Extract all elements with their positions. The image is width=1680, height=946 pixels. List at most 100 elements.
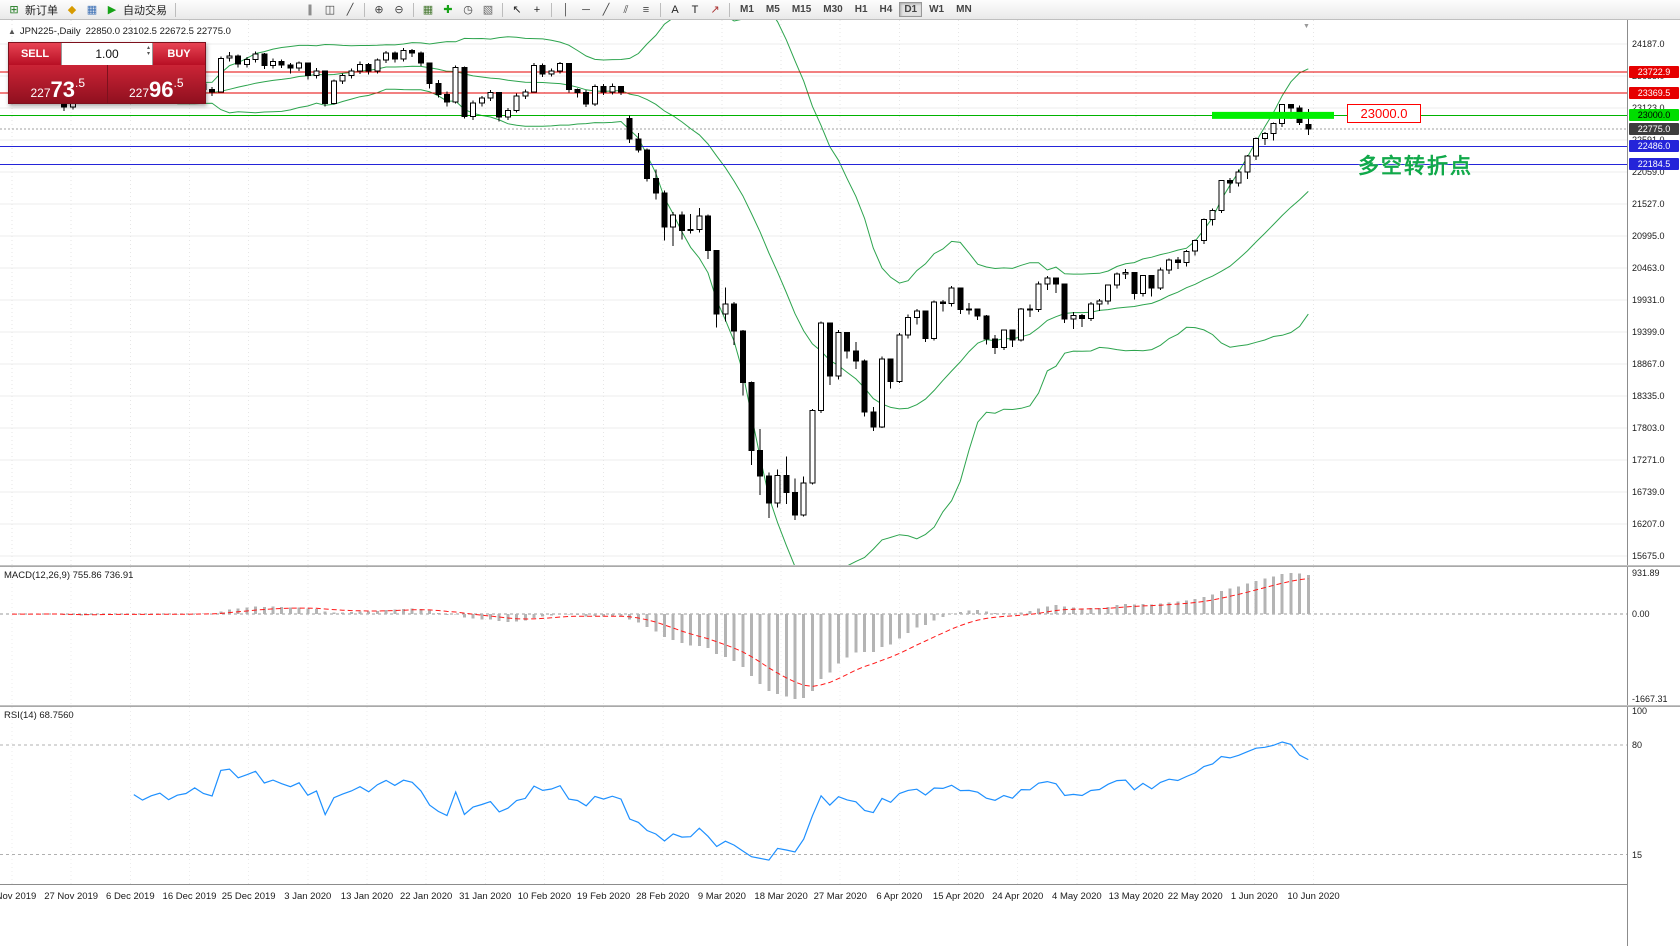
- bar-chart-icon[interactable]: ∥: [307, 3, 313, 16]
- panel-divider[interactable]: [0, 565, 1680, 567]
- panel-divider[interactable]: [0, 705, 1680, 707]
- price-tick-label: 23123.0: [1632, 102, 1665, 113]
- rsi-label: RSI(14) 68.7560: [4, 710, 74, 721]
- price-tick-label: 17271.0: [1632, 454, 1665, 465]
- vertical-line-icon[interactable]: │: [562, 3, 570, 16]
- cursor-icon[interactable]: ↖: [512, 3, 522, 16]
- sell-price[interactable]: 227 73.5: [9, 65, 108, 103]
- sell-button[interactable]: SELL: [9, 43, 61, 65]
- text-label-icon[interactable]: T: [691, 3, 699, 16]
- arrows-icon[interactable]: ↗: [710, 3, 720, 16]
- horizontal-level-lines: [0, 71, 1627, 165]
- date-tick-label: 4 May 2020: [1052, 891, 1102, 902]
- indicators-icon[interactable]: ✚: [443, 3, 453, 16]
- trendline-icon[interactable]: ╱: [602, 3, 610, 16]
- horizontal-line-icon[interactable]: ─: [582, 3, 590, 16]
- timeframe-h1-button[interactable]: H1: [854, 4, 868, 15]
- timeframe-m15-button[interactable]: M15: [791, 4, 812, 15]
- bollinger-bands: [177, 20, 1309, 565]
- timeframe-h4-button[interactable]: H4: [879, 4, 893, 15]
- date-tick-label: 8 Nov 2019: [0, 891, 37, 902]
- chart-shift-marker[interactable]: ▼: [1303, 23, 1310, 30]
- date-tick-label: 10 Feb 2020: [517, 891, 572, 902]
- price-badge: 22486.0: [1629, 140, 1679, 153]
- symbol-period-label: JPN225-,Daily: [19, 26, 81, 37]
- ohlc-values: 22850.0 23102.5 22672.5 22775.0: [85, 26, 231, 37]
- date-tick-label: 3 Jan 2020: [284, 891, 332, 902]
- macd-signal-line: [12, 578, 1309, 687]
- toolbar-separator: [729, 2, 730, 17]
- date-tick-label: 9 Mar 2020: [697, 891, 746, 902]
- volume-input[interactable]: 1.00 ▴ ▾: [61, 43, 153, 65]
- templates-icon[interactable]: ▧: [482, 3, 494, 16]
- timeframe-m1-button[interactable]: M1: [740, 4, 754, 15]
- volume-value: 1.00: [95, 47, 119, 61]
- toolbar-separator: [660, 2, 661, 17]
- date-tick-label: 6 Apr 2020: [876, 891, 923, 902]
- toolbar: ⊞ 新订单 ◆ ▦ ▶ 自动交易 ∥ ◫ ╱ ⊕ ⊖ ▦ ✚ ◷ ▧ ↖ + │ ─ ╱ ⫽ ≡ A T ↗ M1 M5 M15 M30…: [0, 0, 1680, 20]
- timeframe-mn-button[interactable]: MN: [956, 4, 972, 15]
- timeframe-w1-button[interactable]: W1: [929, 4, 945, 15]
- date-tick-label: 6 Dec 2019: [106, 891, 155, 902]
- fibonacci-icon[interactable]: ≡: [642, 3, 650, 16]
- date-tick-label: 25 Dec 2019: [221, 891, 276, 902]
- price-badge: 22184.5: [1629, 158, 1679, 171]
- timeframe-m30-button[interactable]: M30: [823, 4, 843, 15]
- macd-histogram: [19, 573, 1310, 699]
- zoom-in-icon[interactable]: ⊕: [374, 3, 384, 16]
- buy-button[interactable]: BUY: [153, 43, 205, 65]
- price-level-annotation[interactable]: 23000.0: [1347, 104, 1421, 123]
- candlestick-chart-icon[interactable]: ◫: [324, 3, 336, 16]
- turning-point-annotation[interactable]: 多空转折点: [1358, 155, 1473, 178]
- date-tick-label: 13 Jan 2020: [340, 891, 394, 902]
- equidistant-channel-icon[interactable]: ⫽: [623, 3, 629, 16]
- text-icon[interactable]: A: [671, 3, 679, 16]
- date-tick-label: 19 Feb 2020: [576, 891, 631, 902]
- auto-trading-button[interactable]: 自动交易: [123, 4, 167, 17]
- market-watch-icon[interactable]: ◆: [67, 3, 77, 16]
- price-badge: 22775.0: [1629, 122, 1679, 135]
- macd-grid: [0, 567, 1627, 705]
- price-badge: 23000.0: [1629, 109, 1679, 122]
- timeframe-m5-button[interactable]: M5: [765, 4, 780, 15]
- collapse-trade-panel-icon[interactable]: ▲: [8, 27, 16, 36]
- macd-axis-label: 0.00: [1632, 609, 1650, 620]
- rsi-indicator-panel[interactable]: [0, 707, 1627, 884]
- chart-window[interactable]: 24187.023655.023123.022591.022059.021527…: [0, 20, 1680, 946]
- macd-axis-label: -1667.31: [1632, 694, 1668, 704]
- timeframe-d1-button[interactable]: D1: [899, 2, 923, 17]
- price-tick-label: 24187.0: [1632, 39, 1665, 49]
- crosshair-icon[interactable]: +: [533, 3, 541, 16]
- date-tick-label: 18 Mar 2020: [754, 891, 808, 902]
- buy-price[interactable]: 227 96.5: [107, 65, 205, 103]
- price-axis[interactable]: 24187.023655.023123.022591.022059.021527…: [1627, 20, 1680, 946]
- macd-indicator-panel[interactable]: [0, 567, 1627, 705]
- new-order-button[interactable]: 新订单: [25, 4, 58, 17]
- rsi-axis-label: 15: [1632, 849, 1643, 860]
- price-tick-label: 21527.0: [1632, 198, 1665, 209]
- macd-axis-label: 931.89: [1632, 568, 1660, 578]
- date-axis[interactable]: 8 Nov 2019 27 Nov 2019 6 Dec 2019 16 Dec 20…: [0, 884, 1680, 946]
- date-tick-label: 27 Nov 2019: [44, 891, 99, 902]
- date-tick-label: 13 May 2020: [1108, 891, 1164, 902]
- toolbar-separator: [413, 2, 414, 17]
- price-badge: 23722.9: [1629, 65, 1679, 78]
- price-tick-label: 22059.0: [1632, 166, 1665, 177]
- price-tick-label: 22591.0: [1632, 135, 1665, 145]
- date-tick-label: 1 Jun 2020: [1230, 891, 1278, 902]
- toolbar-separator: [364, 2, 365, 17]
- date-tick-label: 10 Jun 2020: [1287, 891, 1340, 902]
- date-tick-label: 22 Jan 2020: [399, 891, 453, 902]
- price-tick-label: 16739.0: [1632, 486, 1665, 497]
- rsi-axis-label: 100: [1632, 706, 1648, 716]
- tile-windows-icon[interactable]: ▦: [422, 3, 434, 16]
- main-price-chart[interactable]: [0, 20, 1627, 565]
- macd-label: MACD(12,26,9) 755.86 736.91: [4, 570, 134, 581]
- zoom-out-icon[interactable]: ⊖: [394, 3, 404, 16]
- line-chart-icon[interactable]: ╱: [346, 3, 354, 16]
- periods-icon[interactable]: ◷: [463, 3, 473, 16]
- volume-spinner[interactable]: ▴ ▾: [146, 45, 150, 57]
- data-window-icon[interactable]: ▦: [86, 3, 98, 16]
- new-order-icon[interactable]: ⊞: [9, 3, 19, 16]
- auto-trading-icon[interactable]: ▶: [107, 3, 117, 16]
